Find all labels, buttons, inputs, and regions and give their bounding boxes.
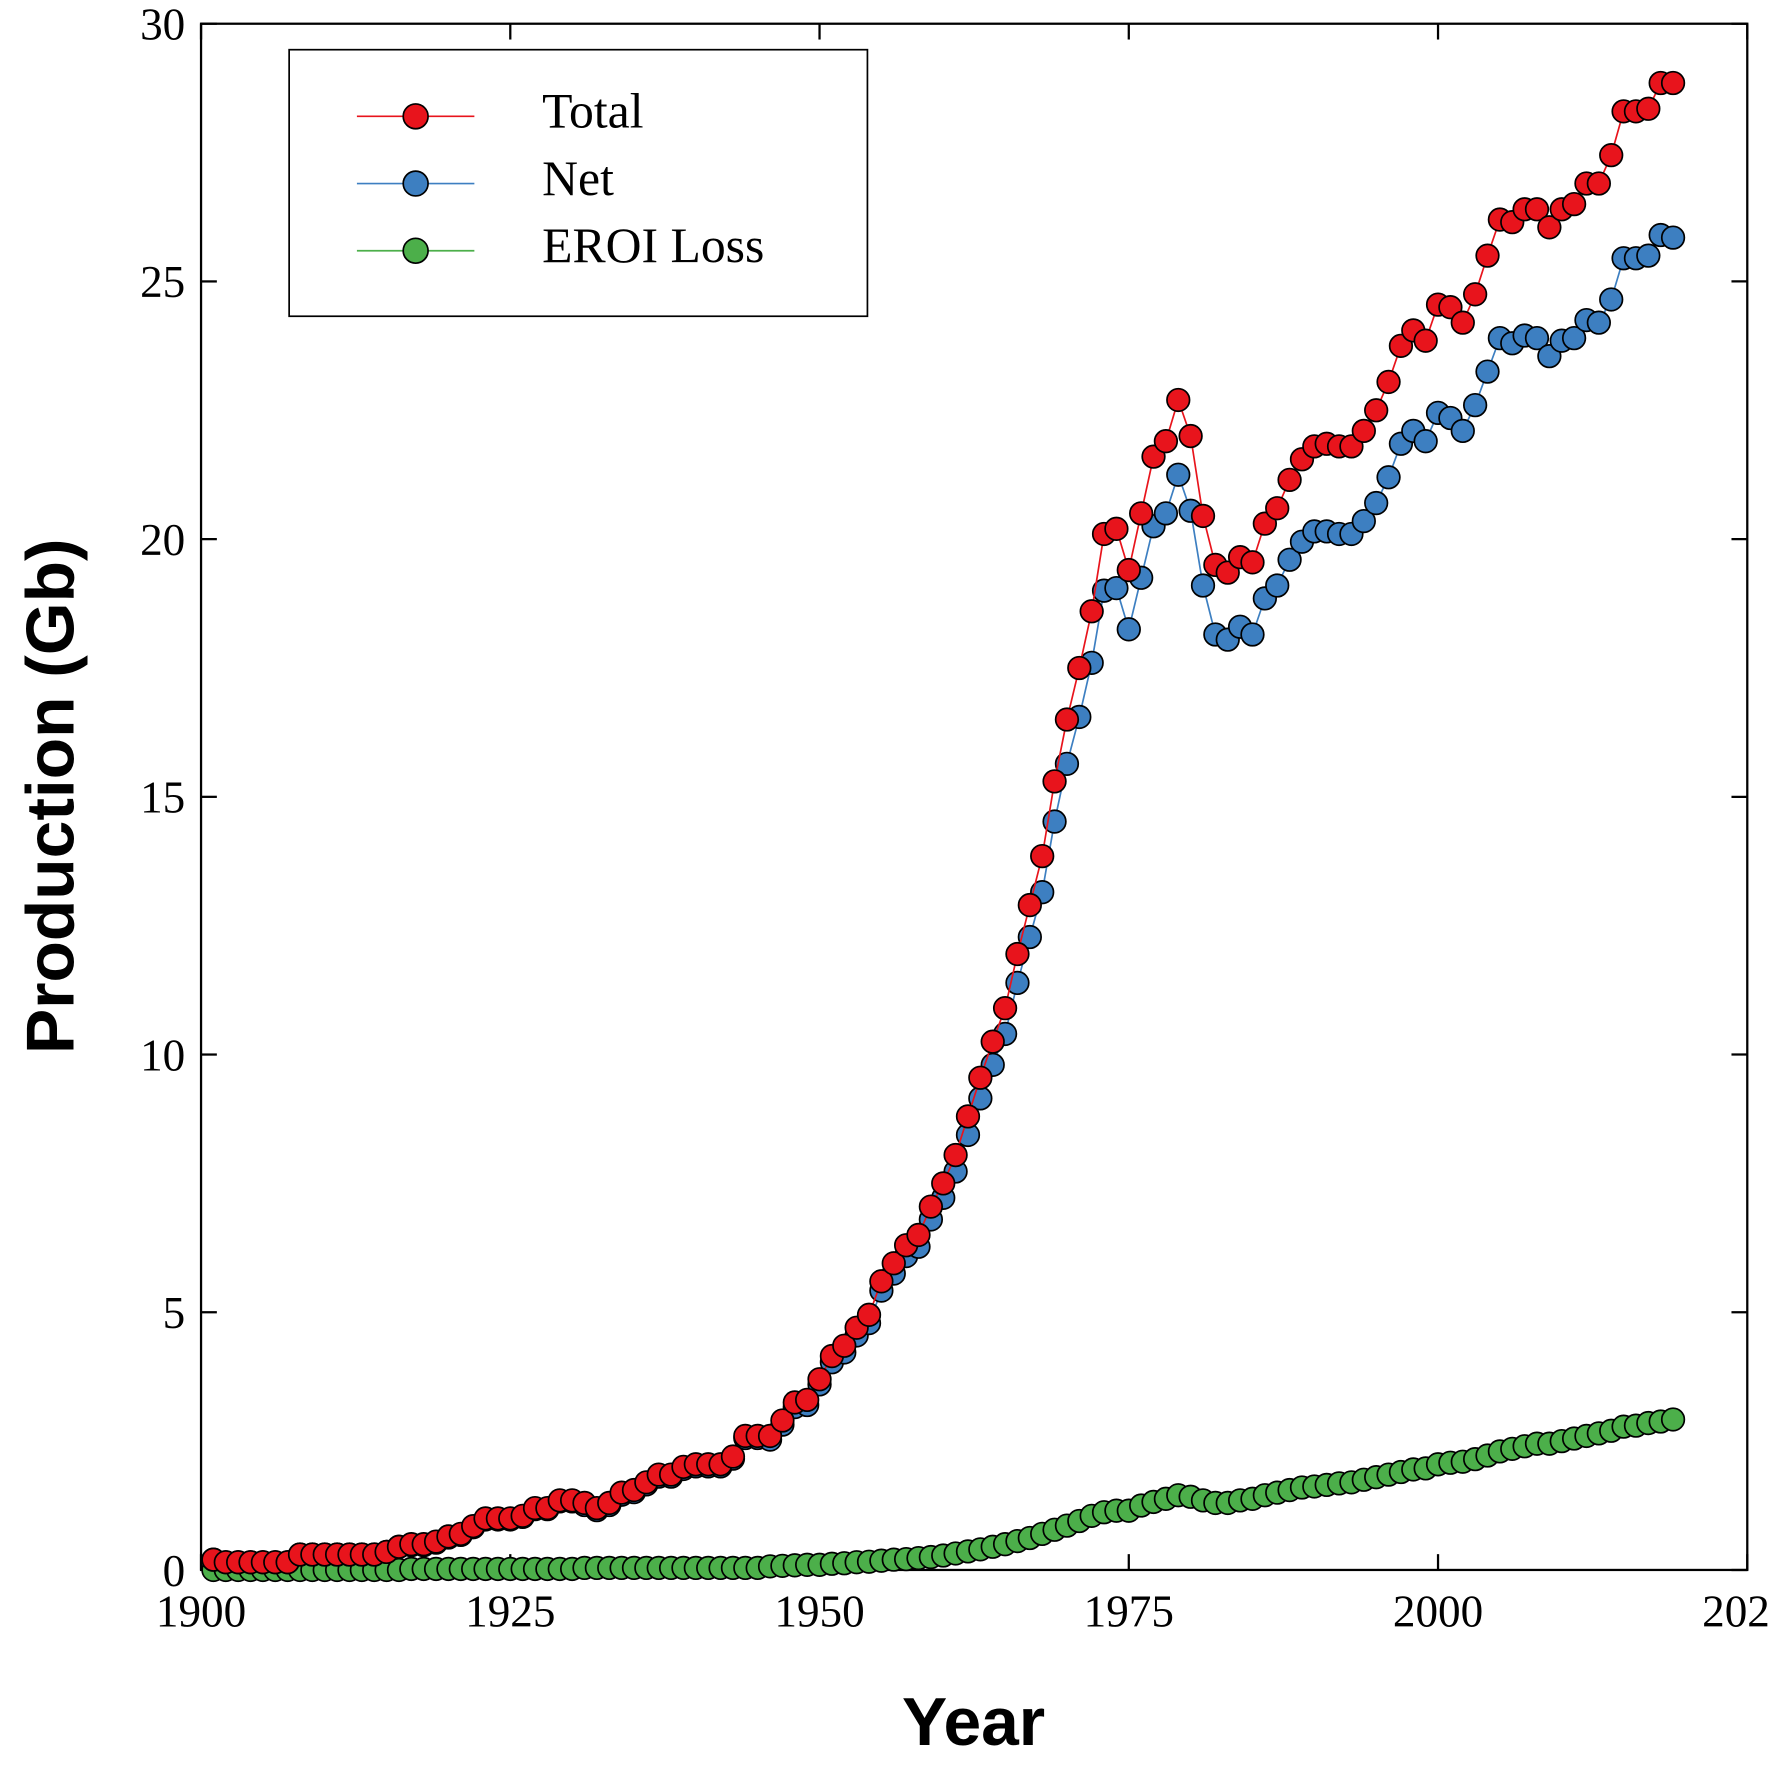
- data-point: [1537, 215, 1562, 240]
- data-point: [881, 1251, 906, 1276]
- data-point: [955, 1104, 981, 1129]
- data-point: [720, 1444, 746, 1469]
- legend-label: Total: [542, 84, 643, 139]
- data-point: [1104, 575, 1129, 601]
- x-axis-title: Year: [902, 1685, 1045, 1760]
- data-point: [1240, 622, 1265, 647]
- legend-marker: [402, 237, 429, 265]
- data-point: [1636, 243, 1661, 268]
- data-point: [1166, 462, 1191, 487]
- data-point: [1351, 508, 1376, 534]
- data-point: [1116, 557, 1141, 583]
- legend-marker: [402, 170, 429, 197]
- data-point: [1660, 70, 1686, 96]
- legend-label: EROI Loss: [542, 218, 764, 273]
- data-point: [795, 1387, 820, 1413]
- y-tick-label: 20: [140, 515, 185, 565]
- data-point: [807, 1367, 832, 1392]
- series: [201, 70, 1686, 1575]
- data-point: [1586, 171, 1611, 196]
- x-tick-label: 1950: [774, 1586, 864, 1636]
- data-point: [1129, 501, 1154, 526]
- data-point: [1017, 892, 1042, 918]
- y-tick-label: 5: [163, 1288, 186, 1338]
- data-point: [1599, 287, 1624, 312]
- data-point: [1017, 924, 1042, 950]
- data-point: [931, 1171, 956, 1196]
- data-point: [1450, 418, 1475, 444]
- data-point: [1067, 655, 1092, 681]
- data-point: [869, 1269, 894, 1294]
- data-point: [943, 1142, 968, 1168]
- data-point: [1561, 191, 1587, 217]
- data-point: [1178, 423, 1203, 449]
- data-point: [1079, 599, 1104, 624]
- data-point: [1463, 282, 1488, 307]
- data-point: [1190, 503, 1216, 529]
- data-point: [1054, 707, 1080, 732]
- data-point: [832, 1333, 857, 1358]
- data-point: [1042, 769, 1067, 794]
- data-point: [1599, 143, 1624, 168]
- data-point: [1660, 1407, 1686, 1432]
- legend-marker: [402, 103, 429, 130]
- data-point: [1524, 325, 1550, 351]
- data-point: [1030, 843, 1055, 869]
- data-point: [1265, 496, 1290, 521]
- data-point: [1463, 392, 1488, 418]
- data-point: [1475, 243, 1500, 268]
- data-point: [1277, 547, 1302, 572]
- data-point: [856, 1302, 882, 1327]
- series: [201, 222, 1686, 1575]
- data-point: [1450, 310, 1475, 335]
- data-point: [770, 1408, 795, 1433]
- data-point: [1104, 516, 1129, 541]
- data-point: [1364, 490, 1389, 516]
- data-point: [1153, 429, 1179, 454]
- y-tick-label: 0: [163, 1546, 186, 1596]
- y-tick-label: 15: [140, 773, 185, 823]
- legend-label: Net: [542, 151, 614, 206]
- data-point: [1524, 197, 1550, 222]
- data-point: [1240, 550, 1265, 575]
- data-point: [906, 1222, 931, 1248]
- data-point: [1660, 225, 1686, 250]
- data-point: [1166, 387, 1191, 413]
- x-tick-label: 1900: [156, 1586, 246, 1636]
- data-point: [1277, 467, 1302, 493]
- data-point: [1364, 398, 1389, 423]
- y-axis-title: Production (Gb): [13, 538, 88, 1054]
- x-tick-label: 1925: [465, 1586, 555, 1636]
- data-point: [1586, 310, 1611, 335]
- y-tick-label: 10: [140, 1030, 185, 1080]
- data-point: [1116, 617, 1141, 642]
- data-point: [968, 1065, 993, 1090]
- data-point: [1376, 369, 1401, 395]
- data-point: [1475, 359, 1500, 384]
- data-point: [1153, 501, 1179, 526]
- data-point: [992, 996, 1018, 1021]
- data-point: [1005, 941, 1030, 967]
- x-tick-label: 1975: [1084, 1586, 1174, 1636]
- data-point: [1351, 418, 1376, 444]
- y-tick-label: 25: [140, 257, 185, 307]
- data-point: [1376, 465, 1401, 490]
- data-point: [1561, 325, 1587, 351]
- series: [201, 1407, 1686, 1583]
- data-point: [1190, 573, 1216, 598]
- data-point: [980, 1029, 1005, 1054]
- data-point: [1265, 573, 1290, 598]
- data-point: [1413, 429, 1438, 454]
- x-tick-label: 2000: [1393, 1586, 1483, 1636]
- data-point: [918, 1194, 944, 1219]
- data-point: [1054, 751, 1080, 776]
- data-point: [1413, 328, 1438, 353]
- data-point: [1636, 96, 1661, 121]
- y-tick-label: 30: [140, 0, 185, 50]
- legend: Total Net EROI Loss: [288, 48, 869, 318]
